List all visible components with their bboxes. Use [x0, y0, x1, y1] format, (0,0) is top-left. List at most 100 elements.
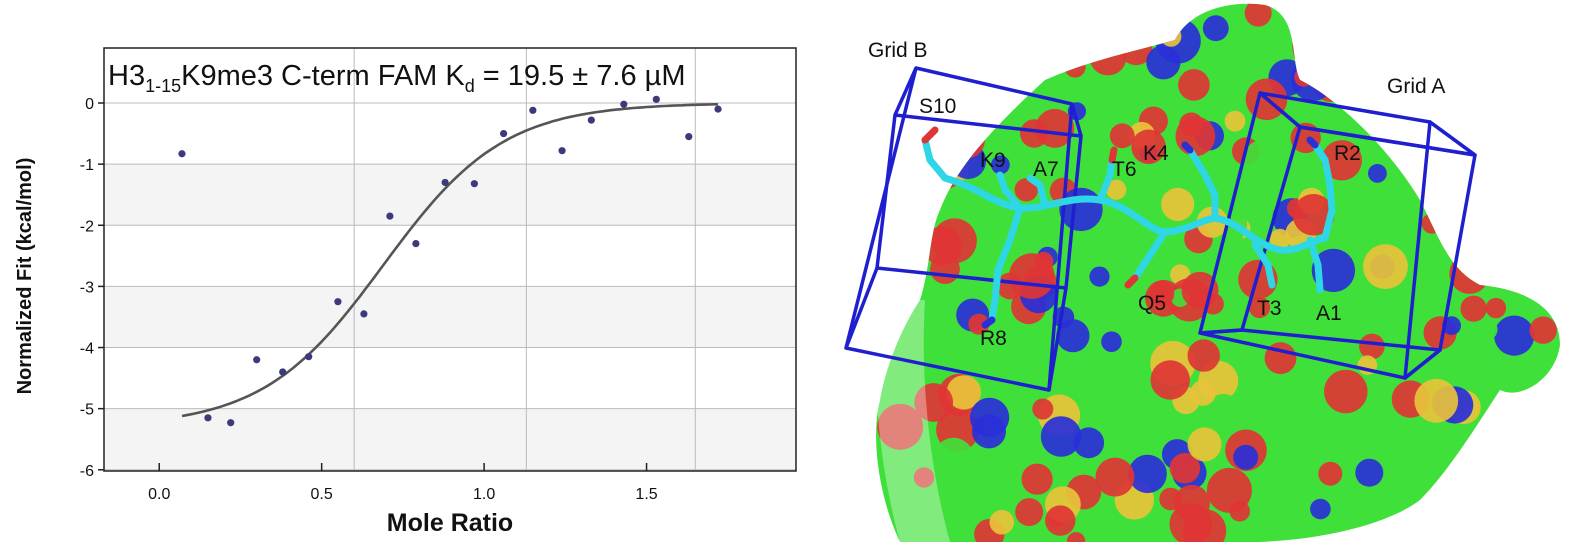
residue-label-t6: T6	[1112, 158, 1137, 181]
surface-atom	[1494, 315, 1535, 356]
surface-atom	[1443, 502, 1473, 532]
surface-atom	[1530, 24, 1560, 66]
surface-atom	[1056, 319, 1090, 353]
surface-atom	[1545, 3, 1560, 14]
surface-atom	[1178, 69, 1210, 101]
y-axis-ticks: 0 -1 -2 -3 -4 -5 -6	[80, 96, 104, 480]
surface-atom	[1324, 369, 1368, 414]
surface-atom	[1269, 228, 1291, 250]
x-axis-ticks: 0.0 0.5 1.0 1.5	[148, 463, 658, 503]
surface-atom	[1513, 143, 1556, 186]
surface-atom	[1190, 380, 1216, 406]
surface-atom	[1310, 498, 1331, 520]
plot-band	[104, 286, 796, 348]
surface-atom	[1374, 495, 1394, 515]
surface-atom	[1089, 38, 1127, 76]
data-point	[386, 212, 394, 220]
surface-atom	[902, 180, 928, 205]
surface-atom	[1248, 296, 1271, 319]
residue-label-a7: A7	[1033, 158, 1059, 181]
surface-atom	[1091, 5, 1112, 25]
data-point	[204, 414, 212, 422]
data-point	[412, 240, 420, 248]
data-point	[685, 133, 693, 141]
surface-atom	[1536, 179, 1560, 219]
surface-atom	[1318, 461, 1343, 486]
surface-atom	[1251, 385, 1295, 430]
surface-atom	[944, 3, 984, 27]
surface-atom	[1293, 43, 1314, 65]
plot-frame	[103, 47, 797, 472]
surface-atom	[1401, 132, 1439, 170]
y-tick-label: -1	[80, 157, 94, 174]
surface-atom	[1173, 484, 1211, 522]
surface-atom	[891, 176, 920, 205]
surface-atom	[1187, 339, 1220, 372]
surface-atom	[1532, 269, 1552, 289]
surface-atom	[1292, 194, 1335, 236]
surface-atom	[1476, 499, 1506, 529]
surface-atom	[1460, 295, 1487, 322]
surface-atom	[1146, 45, 1181, 80]
surface-atom	[1101, 3, 1127, 23]
y-tick-label: -4	[80, 341, 94, 358]
surface-atom	[914, 383, 954, 422]
surface-atom	[1472, 7, 1509, 44]
surface-atom	[1095, 457, 1135, 497]
surface-atom	[1094, 364, 1129, 399]
surface-atom	[1014, 178, 1038, 202]
surface-atom	[1445, 461, 1486, 503]
surface-atom	[933, 437, 974, 479]
surface-atom	[1202, 15, 1229, 42]
surface-atom	[1352, 280, 1374, 301]
surface-atom	[1233, 518, 1270, 543]
data-point	[253, 356, 261, 364]
surface-atom	[1021, 463, 1053, 495]
data-point	[360, 310, 368, 318]
protein-structure-panel: Grid B Grid A S10 K9 A7 T6 K4 R2 Q5 T3 A…	[840, 0, 1571, 543]
surface-atom	[922, 226, 962, 266]
residue-label-r8: R8	[980, 327, 1007, 350]
data-point	[652, 95, 660, 103]
surface-atom	[1355, 458, 1384, 487]
grid-box-b	[844, 66, 1083, 392]
protein-surface	[876, 3, 1560, 543]
surface-atom	[1462, 210, 1492, 239]
surface-atom	[1524, 410, 1560, 455]
surface-atom	[1323, 68, 1358, 103]
surface-atom	[1479, 350, 1508, 379]
surface-atom	[1332, 492, 1356, 516]
surface-atom	[1326, 3, 1351, 14]
surface-atom	[1145, 3, 1181, 24]
surface-atom	[1496, 198, 1538, 240]
data-point	[334, 298, 342, 306]
residue-label-k4: K4	[1143, 142, 1169, 165]
x-tick-label: 1.0	[473, 486, 495, 503]
data-point	[441, 178, 449, 187]
surface-atom	[1485, 297, 1507, 319]
data-point	[558, 147, 566, 155]
surface-atom	[1101, 331, 1122, 353]
surface-atom	[1363, 244, 1408, 289]
surface-atom	[970, 397, 1010, 437]
surface-atom	[1032, 398, 1054, 420]
surface-atom	[1541, 520, 1560, 543]
surface-atom	[946, 375, 981, 410]
surface-atom	[1233, 444, 1259, 470]
grid-a-label: Grid A	[1387, 75, 1445, 98]
chart-title: H31-15K9me3 C-term FAM Kd = 19.5 ± 7.6 µ…	[108, 60, 686, 96]
surface-atom	[1046, 5, 1086, 45]
surface-atom	[1294, 67, 1313, 87]
surface-atom	[1196, 206, 1228, 238]
surface-atom	[1066, 532, 1086, 543]
surface-atom	[1150, 360, 1190, 400]
surface-atom	[1523, 161, 1554, 192]
surface-atom	[913, 467, 935, 488]
data-points	[178, 95, 722, 427]
y-tick-label: -3	[80, 279, 94, 296]
surface-atom	[1187, 427, 1222, 462]
fit-curve	[181, 103, 718, 418]
residue-label-q5: Q5	[1138, 292, 1166, 315]
surface-atom	[1478, 238, 1507, 267]
x-tick-label: 0.5	[311, 486, 333, 503]
